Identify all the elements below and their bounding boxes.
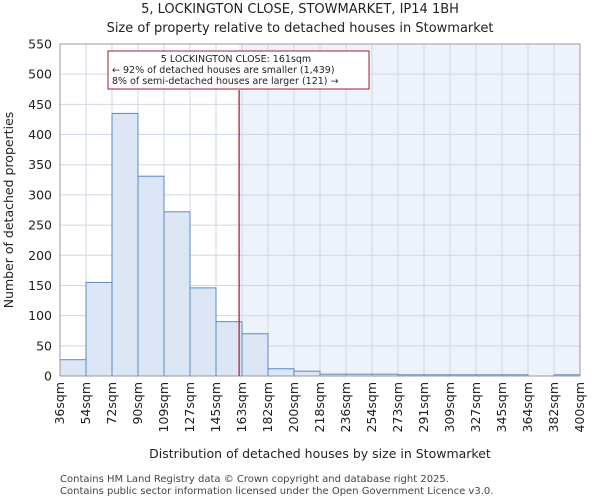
- x-tick-label: 254sqm: [364, 382, 379, 432]
- bar: [189, 287, 217, 377]
- annotation-line-1: 5 LOCKINGTON CLOSE: 161sqm: [161, 54, 311, 65]
- y-tick-label: 500: [28, 67, 52, 82]
- y-tick-label: 550: [28, 37, 52, 52]
- y-tick-label: 0: [44, 369, 52, 384]
- x-tick-label: 109sqm: [156, 382, 171, 432]
- x-tick-label: 236sqm: [338, 382, 353, 432]
- y-tick-label: 400: [28, 127, 52, 142]
- highlight-region: [239, 44, 580, 376]
- x-tick-label: 36sqm: [52, 382, 67, 425]
- x-tick-label: 364sqm: [520, 382, 535, 432]
- x-tick-label: 382sqm: [546, 382, 561, 432]
- bar: [59, 359, 87, 377]
- annotation-frame: [107, 50, 370, 90]
- x-axis-label: Distribution of detached houses by size …: [149, 446, 491, 461]
- bar: [293, 370, 321, 377]
- annotation-line-2: ← 92% of detached houses are smaller (1,…: [112, 65, 335, 76]
- bar: [137, 175, 165, 377]
- y-tick-label: 450: [28, 97, 52, 112]
- annotation-line-3: 8% of semi-detached houses are larger (1…: [112, 76, 339, 87]
- x-tick-label: 400sqm: [572, 382, 587, 432]
- bar: [267, 368, 295, 377]
- footer-line-2: Contains public sector information licen…: [60, 486, 493, 497]
- y-tick-label: 150: [28, 278, 52, 293]
- x-tick-label: 127sqm: [182, 382, 197, 432]
- x-tick-label: 309sqm: [442, 382, 457, 432]
- bar: [85, 281, 113, 377]
- x-tick-label: 200sqm: [286, 382, 301, 432]
- chart-subtitle: Size of property relative to detached ho…: [107, 21, 494, 36]
- y-tick-label: 250: [28, 218, 52, 233]
- y-tick-label: 50: [36, 338, 52, 353]
- x-tick-label: 90sqm: [130, 382, 145, 425]
- y-tick-label: 100: [28, 308, 52, 323]
- plot-frame: [59, 43, 581, 377]
- x-tick-label: 291sqm: [416, 382, 431, 432]
- bar: [163, 211, 191, 377]
- x-tick-label: 273sqm: [390, 382, 405, 432]
- x-tick-label: 163sqm: [234, 382, 249, 432]
- plot-area: 0 50 100 150 200 250 300 350 400 450 500 550 36sqm 54…: [28, 37, 587, 433]
- bar: [111, 112, 139, 377]
- x-tick-label: 345sqm: [494, 382, 509, 432]
- x-tick-label: 218sqm: [312, 382, 327, 432]
- x-tick-label: 182sqm: [260, 382, 275, 432]
- annotation-box: 5 LOCKINGTON CLOSE: 161sqm ← 92% of deta…: [107, 50, 370, 90]
- x-tick-label: 72sqm: [104, 382, 119, 425]
- bar: [241, 333, 269, 377]
- footer-line-1: Contains HM Land Registry data © Crown c…: [60, 474, 449, 485]
- y-tick-label: 350: [28, 157, 52, 172]
- x-tick-label: 54sqm: [78, 382, 93, 425]
- x-tick-label: 145sqm: [208, 382, 223, 432]
- y-tick-label: 200: [28, 248, 52, 263]
- x-tick-label: 327sqm: [468, 382, 483, 432]
- y-tick-label: 300: [28, 187, 52, 202]
- chart-title: 5, LOCKINGTON CLOSE, STOWMARKET, IP14 1B…: [141, 2, 459, 17]
- bar: [215, 321, 243, 377]
- y-axis-label: Number of detached properties: [1, 112, 16, 309]
